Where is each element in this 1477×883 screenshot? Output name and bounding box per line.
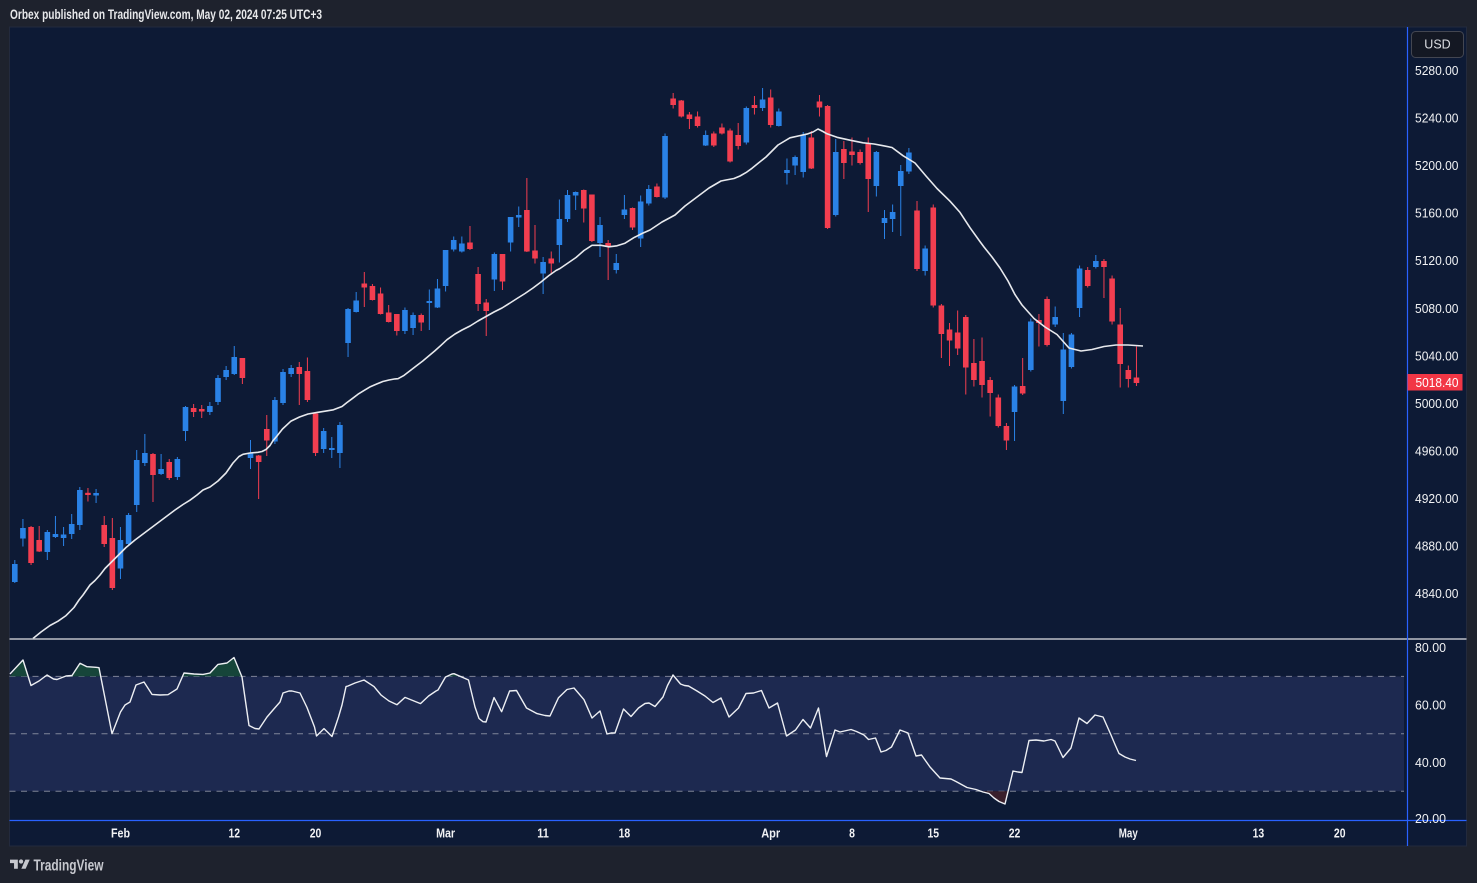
svg-text:13: 13: [1253, 827, 1265, 841]
svg-text:20: 20: [310, 827, 322, 841]
svg-text:Orbex published on TradingView: Orbex published on TradingView.com, May …: [10, 7, 322, 22]
svg-text:5160.00: 5160.00: [1415, 206, 1459, 221]
svg-text:4880.00: 4880.00: [1415, 539, 1459, 554]
svg-text:4920.00: 4920.00: [1415, 491, 1459, 506]
svg-text:5280.00: 5280.00: [1415, 63, 1459, 78]
svg-text:Feb: Feb: [111, 827, 130, 841]
svg-text:TradingView: TradingView: [34, 858, 105, 875]
svg-text:12: 12: [229, 827, 241, 841]
svg-text:8: 8: [849, 827, 855, 841]
svg-text:4960.00: 4960.00: [1415, 443, 1459, 458]
svg-text:5080.00: 5080.00: [1415, 301, 1459, 316]
svg-text:5040.00: 5040.00: [1415, 348, 1459, 363]
svg-text:15: 15: [928, 827, 940, 841]
svg-text:20.00: 20.00: [1415, 811, 1446, 826]
svg-text:18: 18: [619, 827, 631, 841]
svg-text:11: 11: [537, 827, 549, 841]
svg-text:5018.40: 5018.40: [1416, 376, 1459, 390]
svg-text:5240.00: 5240.00: [1415, 111, 1459, 126]
svg-text:80.00: 80.00: [1415, 640, 1446, 655]
svg-text:20: 20: [1334, 827, 1346, 841]
svg-text:Mar: Mar: [436, 827, 455, 841]
svg-text:40.00: 40.00: [1415, 755, 1446, 770]
svg-text:May: May: [1119, 827, 1138, 841]
svg-text:4840.00: 4840.00: [1415, 586, 1459, 601]
svg-text:60.00: 60.00: [1415, 697, 1446, 712]
svg-text:Apr: Apr: [761, 827, 780, 841]
svg-text:22: 22: [1009, 827, 1021, 841]
svg-text:5200.00: 5200.00: [1415, 158, 1459, 173]
svg-text:5000.00: 5000.00: [1415, 396, 1459, 411]
svg-text:USD: USD: [1424, 38, 1450, 52]
svg-text:5120.00: 5120.00: [1415, 253, 1459, 268]
